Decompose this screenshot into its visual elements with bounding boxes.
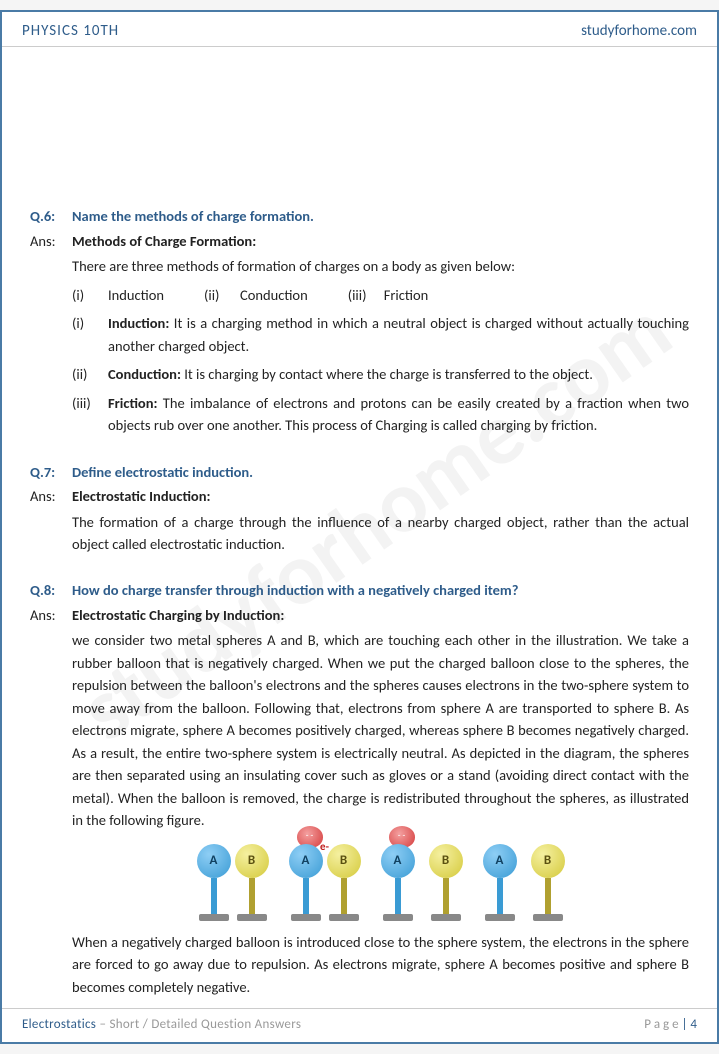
question-6: Q.6: Name the methods of charge formatio… — [30, 205, 689, 227]
list-item: (i)Induction — [72, 284, 164, 306]
answer-label: Ans: — [30, 485, 72, 555]
definition-row: (iii) Friction: The imbalance of electro… — [72, 392, 689, 437]
answer-heading: Electrostatic Induction: — [72, 485, 689, 507]
header-site: studyforhome.com — [581, 22, 697, 40]
question-8: Q.8: How do charge transfer through indu… — [30, 579, 689, 601]
diagram-panel-3: - - A B — [381, 844, 463, 921]
answer-7: Ans: Electrostatic Induction: The format… — [30, 485, 689, 555]
page-header: PHYSICS 10TH studyforhome.com — [2, 12, 717, 47]
diagram-panel-1: A B — [197, 844, 269, 921]
electron-label: e- — [320, 838, 329, 855]
method-list: (i)Induction (ii)Conduction (iii)Frictio… — [72, 284, 689, 306]
sphere-a-icon: A — [381, 844, 415, 878]
sphere-b-icon: B — [429, 844, 463, 878]
answer-heading: Electrostatic Charging by Induction: — [72, 604, 689, 626]
question-7: Q.7: Define electrostatic induction. — [30, 461, 689, 483]
page-footer: Electrostatics – Short / Detailed Questi… — [2, 1008, 717, 1042]
sphere-b-icon: B — [235, 844, 269, 878]
induction-diagram: A B - - e- A B - - A B A B — [72, 844, 689, 921]
sphere-a-icon: A — [197, 844, 231, 878]
footer-page: P a g e | 4 — [644, 1017, 697, 1032]
question-number: Q.7: — [30, 461, 72, 483]
header-subject: PHYSICS 10TH — [22, 22, 119, 40]
answer-para2: When a negatively charged balloon is int… — [72, 931, 689, 998]
answer-body: Electrostatic Induction: The formation o… — [72, 485, 689, 555]
sphere-b-icon: B — [327, 844, 361, 878]
definition-row: (i) Induction: It is a charging method i… — [72, 312, 689, 357]
sphere-a-icon: A — [289, 844, 323, 878]
footer-left: Electrostatics – Short / Detailed Questi… — [22, 1017, 301, 1032]
answer-8: Ans: Electrostatic Charging by Induction… — [30, 604, 689, 998]
answer-label: Ans: — [30, 604, 72, 998]
question-text: Name the methods of charge formation. — [72, 205, 689, 227]
sphere-b-icon: B — [531, 844, 565, 878]
list-item: (ii)Conduction — [204, 284, 308, 306]
question-text: How do charge transfer through induction… — [72, 579, 689, 601]
diagram-panel-2: - - e- A B — [289, 844, 361, 921]
sphere-a-icon: A — [483, 844, 517, 878]
diagram-panel-4: A B — [483, 844, 565, 921]
answer-text: The formation of a charge through the in… — [72, 511, 689, 556]
list-item: (iii)Friction — [348, 284, 429, 306]
answer-6: Ans: Methods of Charge Formation: There … — [30, 230, 689, 437]
document-page: PHYSICS 10TH studyforhome.com studyforho… — [0, 10, 719, 1044]
definition-row: (ii) Conduction: It is charging by conta… — [72, 363, 689, 385]
page-content: studyforhome.com Q.6: Name the methods o… — [2, 47, 717, 1008]
question-text: Define electrostatic induction. — [72, 461, 689, 483]
answer-para1: we consider two metal spheres A and B, w… — [72, 629, 689, 831]
answer-heading: Methods of Charge Formation: — [72, 230, 689, 252]
answer-body: Methods of Charge Formation: There are t… — [72, 230, 689, 437]
answer-intro: There are three methods of formation of … — [72, 255, 689, 277]
answer-label: Ans: — [30, 230, 72, 437]
question-number: Q.6: — [30, 205, 72, 227]
answer-body: Electrostatic Charging by Induction: we … — [72, 604, 689, 998]
question-number: Q.8: — [30, 579, 72, 601]
